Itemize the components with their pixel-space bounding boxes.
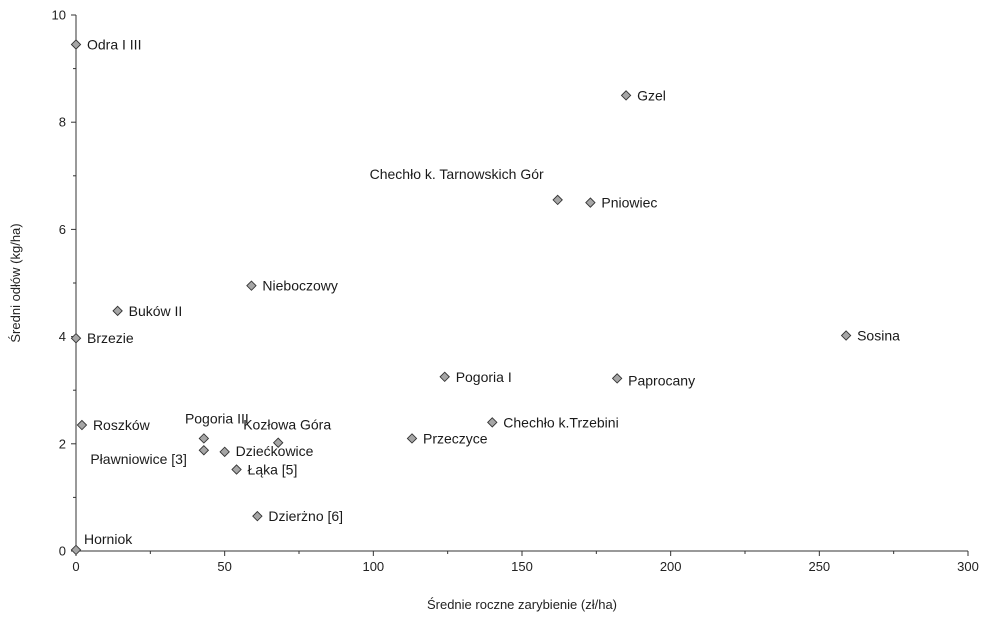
data-point (272, 437, 284, 448)
y-tick-label: 8 (59, 115, 66, 130)
data-point (112, 305, 123, 317)
data-point (487, 417, 498, 428)
axes: 0 50 100 150 200 250 300 0 2 4 6 8 10 (52, 8, 979, 575)
y-axis-title: Średni odłów (kg/ha) (8, 223, 23, 342)
point-label: Chechło k.Trzebini (503, 414, 618, 430)
point-label: Roszków (93, 417, 151, 433)
data-point (246, 280, 257, 291)
x-tick-label: 250 (808, 559, 830, 574)
data-point (219, 446, 230, 458)
point-label: Łąka [5] (248, 462, 298, 478)
y-tick-label: 6 (59, 222, 66, 237)
point-label: Gzel (637, 87, 666, 103)
data-point (552, 194, 563, 206)
point-labels: Odra I III Gzel Chechło k. Tarnowskich Gór… (84, 36, 900, 546)
x-tick-label: 150 (511, 559, 533, 574)
data-point (840, 330, 852, 341)
point-label: Brzezie (87, 330, 134, 346)
data-point (620, 90, 632, 101)
x-axis-title: Średnie roczne zarybienie (zł/ha) (427, 597, 617, 612)
data-points (70, 39, 852, 556)
y-tick-label: 10 (52, 8, 66, 23)
x-tick-label: 100 (362, 559, 384, 574)
data-point (198, 433, 210, 444)
data-point (252, 510, 263, 522)
point-label: Przeczyce (423, 430, 488, 446)
data-point (198, 444, 210, 456)
point-label: Pniowiec (601, 195, 657, 211)
point-label: Odra I III (87, 36, 141, 52)
point-label: Chechło k. Tarnowskich Gór (370, 166, 544, 182)
x-tick-label: 50 (217, 559, 231, 574)
point-label: Pławniowice [3] (90, 451, 187, 467)
data-point (70, 332, 82, 344)
point-label: Dzierżno [6] (268, 508, 343, 524)
point-label: Nieboczowy (262, 278, 337, 294)
y-tick-label: 4 (59, 329, 66, 344)
point-label: Buków II (129, 303, 183, 319)
y-tick-label: 2 (59, 436, 66, 451)
point-label: Sosina (857, 328, 900, 344)
data-point (70, 39, 82, 50)
data-point (439, 371, 450, 383)
point-label: Kozłowa Góra (243, 417, 331, 433)
data-point (611, 373, 623, 384)
x-tick-label: 200 (660, 559, 682, 574)
data-point (231, 464, 242, 475)
data-point (76, 419, 88, 431)
point-label: Pogoria III (185, 410, 249, 426)
data-point (585, 197, 596, 208)
data-point (70, 544, 82, 556)
data-point (406, 433, 418, 444)
point-label: Pogoria I (456, 369, 512, 385)
x-tick-label: 300 (957, 559, 979, 574)
point-label: Horniok (84, 531, 133, 547)
y-tick-label: 0 (59, 544, 66, 559)
point-label: Dziećkowice (236, 443, 314, 459)
x-tick-label: 0 (72, 559, 79, 574)
point-label: Paprocany (628, 372, 695, 388)
